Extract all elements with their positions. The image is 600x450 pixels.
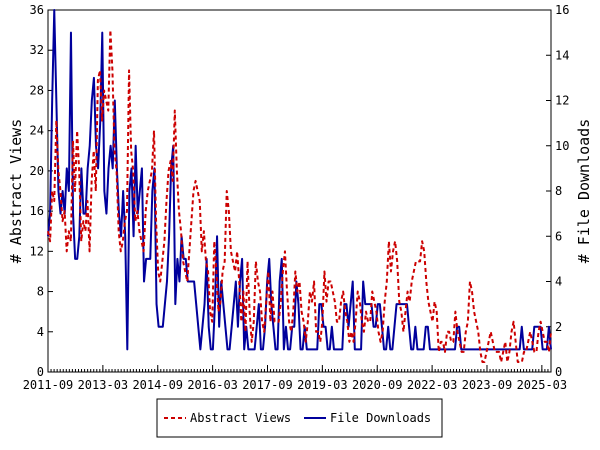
left-y-tick-label: 16 xyxy=(30,204,44,218)
right-y-tick-label: 0 xyxy=(555,365,562,379)
right-y-tick-label: 10 xyxy=(555,139,569,153)
legend-label-file-downloads: File Downloads xyxy=(330,411,431,425)
left-y-tick-label: 24 xyxy=(30,124,44,138)
right-y-tick-label: 8 xyxy=(555,184,562,198)
left-y-tick-label: 0 xyxy=(37,365,44,379)
x-tick-label: 2017-09 xyxy=(242,378,293,392)
left-y-tick-label: 36 xyxy=(30,3,44,17)
left-y-tick-label: 28 xyxy=(30,83,44,97)
x-tick-label: 2023-09 xyxy=(462,378,513,392)
series-line-file-downloads xyxy=(47,9,552,351)
x-tick-label: 2020-09 xyxy=(352,378,403,392)
right-y-tick-label: 4 xyxy=(555,275,562,289)
left-y-tick-label: 20 xyxy=(30,164,44,178)
left-y-tick-label: 12 xyxy=(30,244,44,258)
series-group xyxy=(47,9,552,363)
right-y-tick-label: 12 xyxy=(555,94,569,108)
legend-box xyxy=(156,398,443,438)
x-tick-label: 2011-09 xyxy=(23,378,74,392)
x-tick-label: 2022-03 xyxy=(407,378,458,392)
legend-label-abstract-views: Abstract Views xyxy=(190,411,291,425)
right-y-axis-title: # File Downloads xyxy=(575,119,593,264)
right-y-tick-label: 14 xyxy=(555,48,569,62)
x-tick-label: 2016-03 xyxy=(187,378,238,392)
right-y-axis: 0 2 4 6 8 10 12 14 16 xyxy=(546,3,569,379)
x-tick-label: 2013-03 xyxy=(78,378,129,392)
left-y-tick-label: 8 xyxy=(37,285,44,299)
right-y-tick-label: 2 xyxy=(555,320,562,334)
left-y-tick-label: 32 xyxy=(30,43,44,57)
left-y-axis: 0 4 8 12 16 20 24 28 32 36 xyxy=(30,3,53,379)
x-tick-label: 2014-09 xyxy=(132,378,183,392)
series-line-abstract-views xyxy=(47,29,552,363)
x-tick-label: 2019-03 xyxy=(297,378,348,392)
x-tick-label: 2025-03 xyxy=(517,378,568,392)
right-y-tick-label: 6 xyxy=(555,229,562,243)
right-y-tick-label: 16 xyxy=(555,3,569,17)
left-y-tick-label: 4 xyxy=(37,325,44,339)
left-y-axis-title: # Abstract Views xyxy=(7,119,25,264)
legend: Abstract Views File Downloads xyxy=(156,398,443,438)
x-axis: 2011-09 2013-03 2014-09 2016-03 2017-09 2019-… xyxy=(23,365,567,392)
